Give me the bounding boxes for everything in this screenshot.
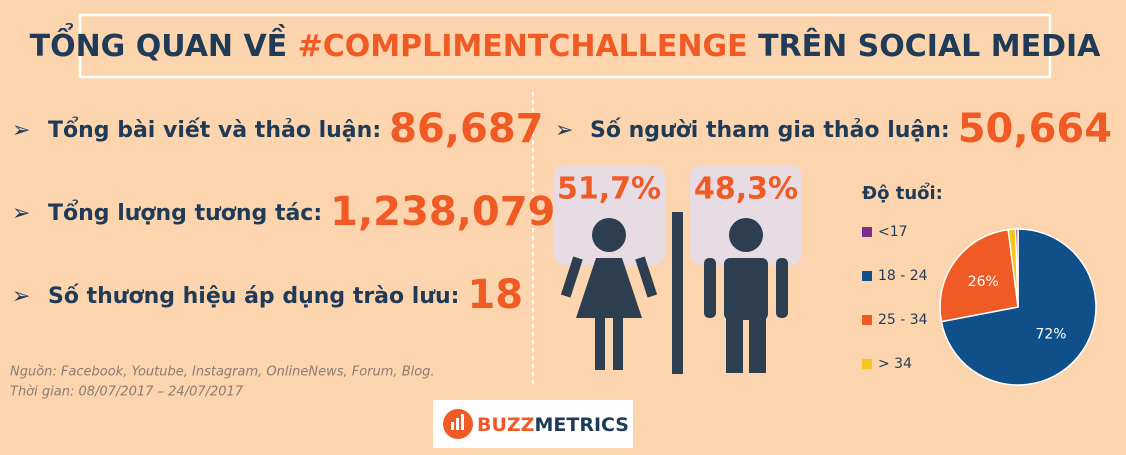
stat: Tổng bài viết và thảo luận: 86,687: [48, 106, 543, 152]
male-percent: 48,3%: [694, 172, 798, 207]
stat: Tổng lượng tương tác: 1,238,079: [48, 189, 555, 235]
logo-part: BUZZ: [477, 414, 534, 436]
title: TỔNG QUAN VỀ #COMPLIMENTCHALLENGE TRÊN S…: [30, 22, 1102, 64]
female-percent: 51,7%: [557, 172, 661, 207]
pie-slice: [1014, 228, 1019, 308]
title-frame: [78, 13, 1052, 79]
legend-label: 25 - 34: [878, 312, 928, 328]
male-icon: [704, 218, 788, 373]
stat-label: Tổng lượng tương tác:: [48, 200, 322, 226]
title-part: TRÊN SOCIAL MEDIA: [748, 28, 1102, 64]
bullet: ➢: [12, 201, 30, 226]
logo-part: METRICS: [534, 414, 629, 436]
pie-label: 26%: [968, 274, 999, 290]
legend-label: > 34: [878, 356, 912, 372]
pie-slice: [939, 228, 1019, 323]
separator-bar: [672, 212, 683, 374]
male-box: [690, 165, 802, 265]
logo-text: BUZZMETRICS: [477, 414, 629, 436]
stat-label: Tổng bài viết và thảo luận:: [48, 117, 381, 143]
female-icon: [560, 218, 658, 370]
stat: Số thương hiệu áp dụng trào lưu: 18: [48, 272, 523, 318]
stat-label: Số người tham gia thảo luận:: [590, 118, 950, 143]
legend-swatch: [862, 315, 872, 325]
source: Nguồn: Facebook, Youtube, Instagram, Onl…: [10, 365, 435, 380]
title-part: TỔNG QUAN VỀ: [30, 22, 298, 64]
female-box: [553, 165, 665, 265]
stat-label: Số thương hiệu áp dụng trào lưu:: [48, 284, 459, 309]
bullet: ➢: [12, 118, 30, 143]
pie-label: 72%: [1035, 326, 1066, 342]
legend-label: 18 - 24: [878, 268, 928, 284]
legend-label: <17: [878, 224, 908, 240]
stat: Số người tham gia thảo luận: 50,664: [590, 106, 1112, 152]
legend-swatch: [862, 271, 872, 281]
period: Thời gian: 08/07/2017 – 24/07/2017: [10, 385, 244, 400]
logo-bars: [451, 414, 464, 430]
stat-value: 86,687: [389, 106, 543, 152]
bullet: ➢: [555, 118, 573, 143]
legend-swatch: [862, 227, 872, 237]
stat-value: 1,238,079: [330, 189, 555, 235]
stat-value: 18: [467, 272, 523, 318]
bullet: ➢: [12, 284, 30, 309]
legend-swatch: [862, 359, 872, 369]
pie-chart: <17 18 - 24 25 - 34 > 34 72% 26%: [862, 224, 1097, 386]
title-hashtag: #COMPLIMENTCHALLENGE: [298, 29, 748, 64]
stat-value: 50,664: [958, 106, 1112, 152]
pie-title: Độ tuổi:: [862, 182, 943, 204]
